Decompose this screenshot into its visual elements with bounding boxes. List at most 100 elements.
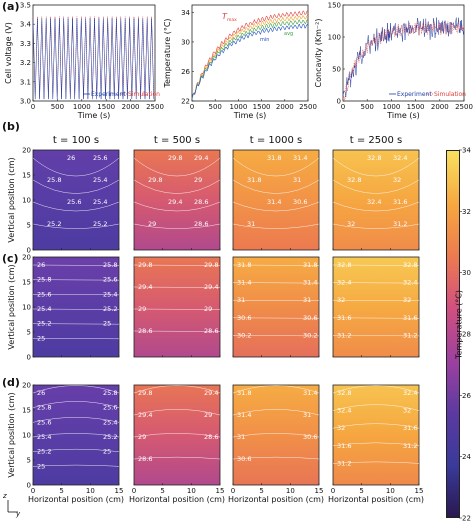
contour-line — [332, 423, 420, 429]
x-tick-label: 1500 — [253, 103, 271, 111]
column-title-4: t = 2500 s — [349, 135, 403, 146]
heatmap-cell-2-3 — [232, 256, 320, 358]
legend-simulation: Simulation — [128, 91, 160, 98]
contour-label: 29.4 — [194, 154, 208, 162]
legend-experiment: Experiment — [91, 91, 126, 98]
contour-line — [133, 179, 221, 194]
contour-label: 32 — [393, 176, 401, 184]
voltage-series-experiment — [32, 18, 155, 100]
contour-label: 31.6 — [337, 442, 351, 450]
contour-line — [133, 157, 221, 177]
contour-label: 31.6 — [393, 198, 407, 206]
y-tick-label: 0 — [27, 354, 31, 362]
contour-line — [232, 201, 320, 212]
y-tick-label: 3.0 — [20, 98, 31, 106]
contour-label: 30.6 — [237, 314, 251, 322]
contour-line — [32, 448, 120, 452]
x-tick-label: 15 — [115, 487, 124, 495]
contour-line — [133, 223, 221, 229]
heatmap-cell-2-2 — [133, 256, 221, 358]
y-tick-label: 150 — [328, 2, 341, 10]
y-tick-label: 0 — [27, 482, 31, 490]
top-charts: 0 500 1000 1500 2000 25003.03.13.23.33.43.5Ti… — [4, 2, 473, 121]
x-axis-title: Horizontal position (cm) — [28, 495, 124, 504]
contour-label: 29 — [194, 176, 202, 184]
contour-label: 31 — [303, 411, 311, 419]
contour-label: 32.4 — [403, 389, 417, 397]
contour-line — [332, 404, 420, 411]
annotation-avg: avg — [284, 31, 293, 37]
contour-label: 32 — [403, 407, 411, 415]
y-tick-label: 3.1 — [20, 78, 31, 86]
contour-line — [332, 317, 420, 319]
contour-label: 31.8 — [247, 176, 261, 184]
contour-label: 25.4 — [93, 176, 107, 184]
contour-label: 32 — [337, 296, 345, 304]
contour-label: 25.6 — [67, 198, 81, 206]
contour-line — [133, 456, 221, 460]
colorbar-tick-label: 28 — [462, 331, 471, 339]
contour-label: 25.2 — [37, 320, 51, 328]
contour-label: 26 — [67, 154, 75, 162]
contour-label: 31.6 — [337, 314, 351, 322]
contour-line — [32, 157, 120, 177]
contour-label: 32.4 — [337, 407, 351, 415]
contour-line — [332, 179, 420, 194]
contour-line — [32, 279, 120, 281]
y-axis-title: Vertical position (cm) — [7, 157, 16, 242]
y-tick-label: 30 — [181, 38, 190, 46]
y-tick-label: 34 — [181, 9, 190, 17]
colorbar-tick-label: 22 — [462, 515, 471, 523]
contour-line — [133, 286, 221, 288]
temperature-chart: 0 500 1000 1500 2000 2500 22 26 30 34 Time (s) Temp… — [163, 4, 317, 120]
contour-label: 32.8 — [367, 154, 381, 162]
contour-label: 29 — [138, 433, 146, 441]
contour-line — [232, 282, 320, 284]
y-tick-label: 3.3 — [20, 40, 31, 48]
contour-label: 28.6 — [204, 433, 218, 441]
contour-line — [32, 264, 120, 266]
x-tick-label: 0 — [331, 487, 335, 495]
contour-label: 25.2 — [93, 220, 107, 228]
colorbar-tick-label: 24 — [462, 453, 471, 461]
x-tick-label: 2500 — [146, 103, 164, 111]
contour-label: 31 — [303, 296, 311, 304]
contour-label: 32.4 — [367, 198, 381, 206]
temperature-series-t-max — [191, 10, 308, 100]
contour-line — [32, 323, 120, 325]
colorbar-ticks: 22 24 26 28 30 32 34 — [459, 147, 471, 523]
contour-label: 28.6 — [194, 198, 208, 206]
y-tick-label: 20 — [22, 382, 31, 390]
x-tick-label: 500 — [209, 103, 222, 111]
contour-line — [232, 317, 320, 319]
contour-label: 28.6 — [194, 220, 208, 228]
contour-label: 29.8 — [138, 389, 152, 397]
contour-label: 31.8 — [237, 389, 251, 397]
x-tick-label: 5 — [160, 487, 164, 495]
y-tick-label: 50 — [332, 66, 341, 74]
contour-label: 29 — [138, 305, 146, 313]
contour-label: 30.6 — [237, 455, 251, 463]
contour-line — [32, 417, 120, 423]
x-tick-label: 1500 — [97, 103, 115, 111]
contour-line — [232, 179, 320, 194]
contour-label: 28.6 — [138, 455, 152, 463]
x-tick-label: 15 — [315, 487, 324, 495]
contour-label: 31.4 — [237, 411, 251, 419]
contour-line — [232, 299, 320, 301]
contour-line — [133, 409, 221, 416]
contour-line — [133, 264, 221, 266]
contour-line — [133, 201, 221, 212]
contour-label: 25.8 — [37, 276, 51, 284]
x-tick-label: 2000 — [431, 103, 449, 111]
contour-label: 31 — [237, 433, 245, 441]
contour-line — [232, 409, 320, 416]
x-axis-title: Horizontal position (cm) — [328, 495, 424, 504]
contour-label: 25 — [103, 448, 111, 456]
annotation-min: min — [260, 37, 269, 43]
contour-label: 29 — [204, 305, 212, 313]
contour-label: 32 — [347, 220, 355, 228]
y-tick-label: 15 — [22, 172, 31, 180]
contour-label: 32.8 — [347, 176, 361, 184]
contour-label: 30.6 — [303, 314, 317, 322]
